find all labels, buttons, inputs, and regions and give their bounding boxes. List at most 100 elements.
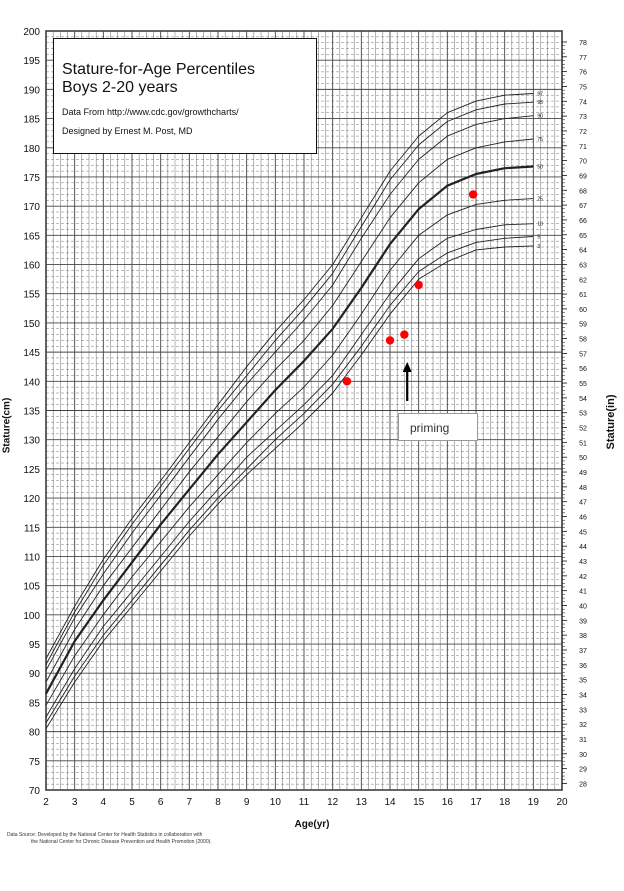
data-point — [414, 280, 423, 290]
y2-tick-label: 63 — [579, 262, 587, 269]
axes: 7075808590951001051101151201251301351401… — [23, 27, 587, 808]
y2-tick-label: 59 — [579, 322, 587, 329]
y2-tick-label: 64 — [579, 248, 587, 255]
data-points — [342, 190, 478, 386]
y2-tick-label: 40 — [579, 604, 587, 611]
y2-tick-label: 68 — [579, 188, 587, 195]
data-point — [385, 336, 395, 345]
y-tick-label: 80 — [29, 728, 41, 739]
y2-tick-label: 42 — [579, 574, 587, 581]
chart-subtitle: Boys 2-20 years — [62, 79, 178, 96]
y2-tick-label: 37 — [579, 648, 587, 655]
y2-tick-label: 44 — [579, 544, 587, 551]
y-tick-label: 115 — [24, 523, 40, 534]
y-tick-label: 125 — [23, 465, 40, 476]
y2-tick-label: 50 — [579, 455, 587, 462]
y2-tick-label: 75 — [579, 84, 587, 91]
percentile-curve-3 — [45, 245, 534, 729]
y2-tick-label: 78 — [579, 40, 587, 47]
x-tick-label: 13 — [356, 797, 368, 808]
percentile-label-5: 5 — [537, 235, 540, 241]
y2-tick-label: 45 — [579, 529, 587, 536]
x-tick-label: 5 — [129, 797, 135, 808]
x-tick-label: 18 — [499, 797, 511, 808]
y-tick-label: 190 — [23, 85, 40, 96]
designer-line: Designed by Ernest M. Post, MD — [62, 126, 193, 136]
y-tick-label: 160 — [23, 261, 40, 272]
x-tick-label: 14 — [384, 797, 396, 808]
y2-tick-label: 31 — [579, 737, 587, 744]
y2-tick-label: 29 — [579, 767, 587, 774]
y-tick-label: 140 — [23, 377, 40, 388]
x-tick-label: 16 — [442, 797, 454, 808]
footer-source: Data Source: Developed by the National C… — [7, 832, 367, 846]
priming-arrow — [402, 362, 412, 401]
percentile-curve-90 — [45, 115, 534, 671]
percentile-label-50: 50 — [537, 164, 543, 170]
y2-tick-label: 70 — [579, 159, 587, 166]
percentile-curve-10 — [45, 223, 534, 718]
chart-legend-box: Stature-for-Age Percentiles Boys 2-20 ye… — [53, 38, 317, 154]
y-tick-label: 135 — [23, 407, 40, 418]
x-tick-label: 20 — [556, 797, 568, 808]
data-point — [468, 190, 478, 199]
footer-line-1: Data Source: Developed by the National C… — [7, 832, 203, 838]
y-tick-label: 200 — [23, 27, 40, 38]
y2-tick-label: 32 — [579, 722, 587, 729]
y2-tick-label: 61 — [579, 292, 587, 299]
priming-label: priming — [398, 413, 478, 441]
y-tick-label: 130 — [23, 436, 40, 447]
y2-tick-label: 73 — [579, 114, 587, 121]
y-tick-label: 110 — [24, 552, 40, 563]
priming-arrow-head — [402, 362, 412, 372]
y-tick-label: 150 — [23, 319, 40, 330]
y-tick-label: 155 — [23, 290, 40, 301]
y-tick-label: 165 — [23, 231, 40, 242]
y-tick-label: 75 — [29, 757, 41, 768]
x-axis-title: Age(yr) — [294, 819, 330, 830]
percentile-curve-95 — [45, 101, 534, 665]
percentile-curve-5 — [45, 236, 534, 724]
x-tick-label: 11 — [299, 797, 310, 808]
y2-tick-label: 55 — [579, 381, 587, 388]
data-source-line: Data From http://www.cdc.gov/growthchart… — [62, 107, 239, 117]
y2-tick-label: 56 — [579, 366, 587, 373]
x-tick-label: 9 — [244, 797, 250, 808]
chart-title: Stature-for-Age Percentiles — [62, 61, 255, 78]
y-tick-label: 120 — [23, 494, 40, 505]
y2-tick-label: 35 — [579, 678, 587, 685]
percentile-curve-97 — [45, 93, 534, 659]
percentile-label-95: 95 — [537, 100, 543, 106]
x-tick-label: 2 — [43, 797, 49, 808]
x-tick-label: 15 — [413, 797, 425, 808]
x-tick-label: 7 — [187, 797, 193, 808]
x-tick-label: 8 — [215, 797, 221, 808]
y-tick-label: 175 — [23, 173, 40, 184]
y2-tick-label: 66 — [579, 218, 587, 225]
x-tick-label: 4 — [101, 797, 107, 808]
y2-tick-label: 38 — [579, 633, 587, 640]
y2-tick-label: 74 — [579, 99, 587, 106]
y2-tick-label: 51 — [579, 440, 587, 447]
percentile-label-25: 25 — [537, 197, 543, 203]
data-point — [342, 377, 352, 386]
footer-line-2: the National Center for Chronic Disease … — [31, 839, 212, 845]
y-tick-label: 90 — [29, 669, 41, 680]
y2-tick-label: 34 — [579, 692, 587, 699]
y2-tick-label: 67 — [579, 203, 587, 210]
percentile-label-10: 10 — [537, 222, 543, 228]
percentile-label-97: 97 — [537, 91, 543, 97]
y2-tick-label: 65 — [579, 233, 587, 240]
y-tick-label: 185 — [23, 115, 40, 126]
y2-tick-label: 71 — [579, 144, 587, 151]
y-axis-left-title: Stature(cm) — [1, 397, 13, 454]
y-tick-label: 70 — [29, 786, 41, 797]
x-tick-label: 10 — [270, 797, 282, 808]
percentile-curve-50 — [45, 165, 534, 695]
percentile-curve-75 — [45, 138, 534, 683]
y2-tick-label: 41 — [579, 589, 587, 596]
x-tick-label: 17 — [470, 797, 482, 808]
x-tick-label: 3 — [72, 797, 78, 808]
percentile-curves: 3 5 10 25 50 75 90 95 97 — [45, 91, 543, 729]
